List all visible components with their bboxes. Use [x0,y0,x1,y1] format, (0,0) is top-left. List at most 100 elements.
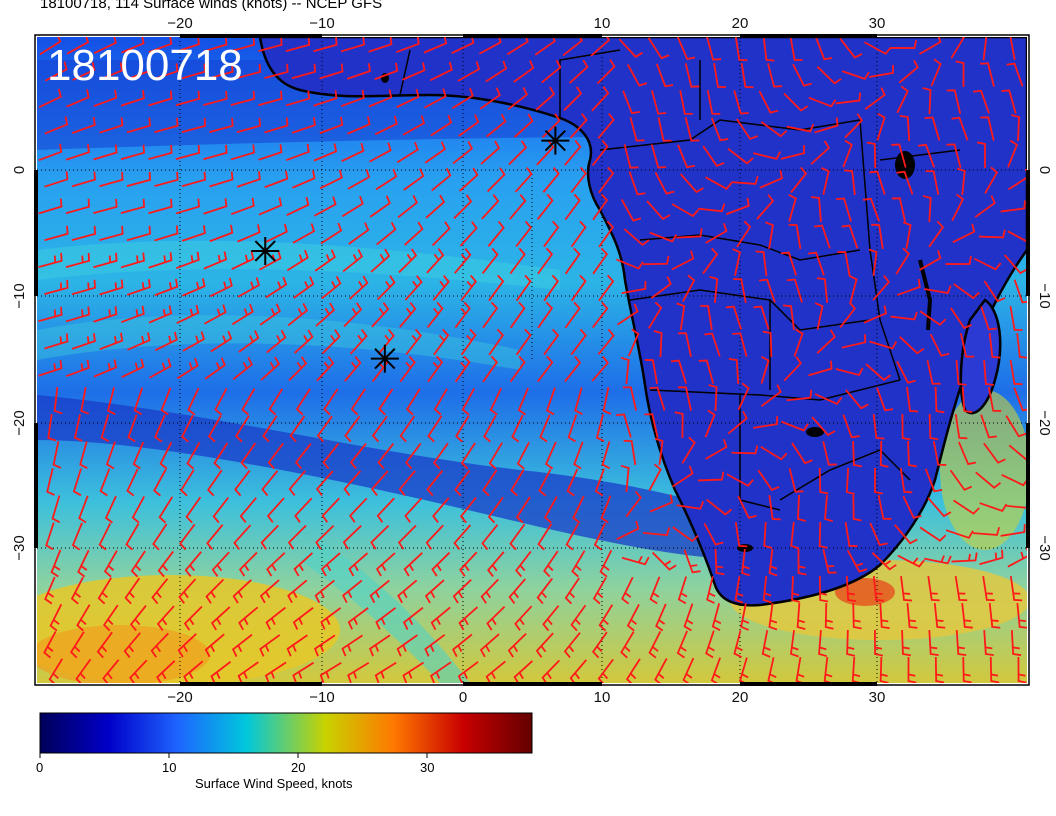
wind-barb [230,197,255,216]
wind-barb [45,522,55,551]
wind-barb [671,465,694,488]
wind-barb [757,469,780,492]
top-lon-tick: −20 [167,15,192,32]
wind-barb [816,66,842,85]
wind-barb [51,495,61,524]
colorbar-ticks [39,753,428,758]
wind-barb [962,656,972,683]
wind-barb [71,171,96,188]
wind-barb [260,524,279,550]
wind-barb [906,386,919,413]
wind-barb [536,193,554,221]
wind-barb [1013,387,1027,412]
wind-barb [646,200,671,221]
wind-barb [426,470,444,497]
wind-barb [340,37,365,53]
wind-barb [154,63,179,80]
wind-barb [93,198,118,214]
wind-barb [321,329,341,355]
wind-barb [286,196,310,216]
wind-barb [644,359,658,384]
wind-barb [481,524,499,551]
wind-barb [705,223,728,244]
wind-barb [458,606,479,631]
wind-barb [203,198,228,215]
wind-barb [49,603,63,632]
frame-ticks [34,34,1030,686]
wind-barb [175,198,200,215]
wind-barb [319,63,344,80]
wind-barb [99,225,124,242]
wind-barb [348,222,370,245]
wind-barb [869,170,886,195]
wind-barb [901,629,911,657]
wind-barb [891,197,907,222]
wind-barb [93,252,118,269]
wind-barb [178,578,197,604]
wind-barb [405,442,422,470]
wind-streak [37,240,560,290]
wind-barb [514,167,533,193]
wind-barb [457,661,479,683]
wind-barb [156,660,176,683]
wind-barb [879,602,890,630]
wind-barb [845,575,857,603]
wind-barb [238,606,259,631]
wind-barb [896,360,916,384]
wind-barb [287,302,309,327]
wind-barb [671,203,699,218]
wind-barb [783,356,802,382]
wind-barb [601,441,611,470]
wind-barb [489,387,503,416]
wind-barb [175,144,201,160]
wind-barb [570,274,587,302]
wind-barb [452,579,472,604]
left-lat-tick: −30 [11,535,28,560]
wind-barb [424,579,445,604]
wind-barb [181,171,206,188]
wind-barb [320,222,343,245]
wind-barb [203,37,228,53]
wind-barb [424,634,446,657]
wind-barb [846,550,868,573]
wind-barb [543,550,559,578]
wind-barb [592,301,609,329]
wind-barb [983,629,994,656]
wind-barb [377,442,395,470]
left-lat-tick: 0 [11,166,28,174]
wind-barb [120,305,145,324]
wind-barb [679,173,704,194]
wind-barb [894,524,918,545]
wind-barb [459,167,479,192]
wind-barb [259,579,280,604]
wind-barb [368,89,393,108]
wind-barb [676,500,704,510]
wind-barb [704,332,721,357]
wind-barb [203,90,228,106]
wind-barb [378,388,394,416]
wind-barb [725,305,743,330]
wind-barb [714,548,725,576]
wind-barb [562,37,584,57]
wind-barb [543,328,560,356]
wind-barb [872,575,885,602]
wind-barb [591,86,610,112]
wind-barb [458,114,480,137]
wind-barb [865,363,891,382]
wind-barb [788,193,797,222]
wind-barb [264,63,289,80]
wind-barb [953,283,980,300]
wind-barb [1001,89,1017,114]
wind-barb [682,657,695,683]
wind-barb [623,144,639,169]
wind-barb [350,388,366,416]
wind-barb [341,142,365,162]
right-lat-tick: −30 [1036,535,1053,560]
wind-barb [295,388,311,416]
wind-barb [922,195,932,223]
wind-barb [786,123,815,133]
wind-barb [598,166,615,194]
wind-barb [266,497,285,523]
wind-barb [103,604,119,632]
wind-barb [705,439,728,460]
